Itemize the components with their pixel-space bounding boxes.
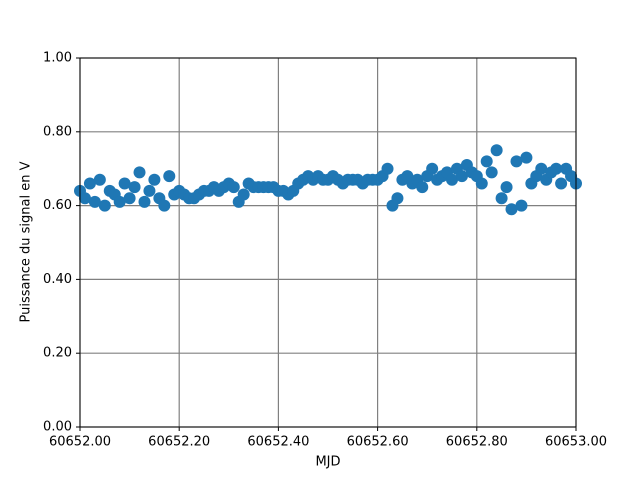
point (138, 195, 151, 208)
point (535, 162, 548, 175)
point (495, 192, 508, 205)
point (500, 181, 513, 194)
x-tick-label: 60652.00 (49, 435, 111, 450)
point (416, 181, 429, 194)
y-tick-label: 0.20 (43, 346, 72, 361)
point (83, 177, 96, 190)
plot-frame (79, 57, 577, 428)
point (143, 184, 156, 197)
point (227, 181, 240, 194)
point (515, 199, 528, 212)
y-tick-label: 0.00 (43, 420, 72, 435)
point (455, 170, 468, 183)
point (123, 192, 136, 205)
point (490, 144, 503, 157)
point (148, 173, 161, 186)
x-tick-label: 60652.80 (446, 435, 508, 450)
point (128, 181, 141, 194)
x-tick-label: 60652.60 (347, 435, 409, 450)
x-tick-label: 60652.40 (247, 435, 309, 450)
point (93, 173, 106, 186)
point (113, 195, 126, 208)
point (98, 199, 111, 212)
point (426, 162, 439, 175)
point (158, 199, 171, 212)
point (520, 151, 533, 164)
point (550, 162, 563, 175)
point (78, 192, 91, 205)
point (381, 162, 394, 175)
x-tick-label: 60652.20 (148, 435, 210, 450)
x-tick-label: 60653.00 (545, 435, 607, 450)
point (237, 188, 250, 201)
point (88, 195, 101, 208)
point (475, 177, 488, 190)
point (446, 173, 458, 186)
point (555, 177, 568, 190)
point (505, 203, 518, 216)
point (485, 166, 498, 179)
point (118, 177, 131, 190)
x-axis-label: MJD (315, 455, 340, 470)
y-tick-label: 0.80 (43, 124, 72, 139)
y-axis-label: Puissance du signal en V (19, 161, 34, 322)
y-tick-label: 1.00 (43, 51, 72, 66)
y-tick-label: 0.60 (43, 198, 72, 213)
point (391, 192, 404, 205)
point (510, 155, 523, 168)
point (163, 170, 176, 183)
point (133, 166, 146, 179)
point (480, 155, 493, 168)
y-tick-label: 0.40 (43, 272, 72, 287)
